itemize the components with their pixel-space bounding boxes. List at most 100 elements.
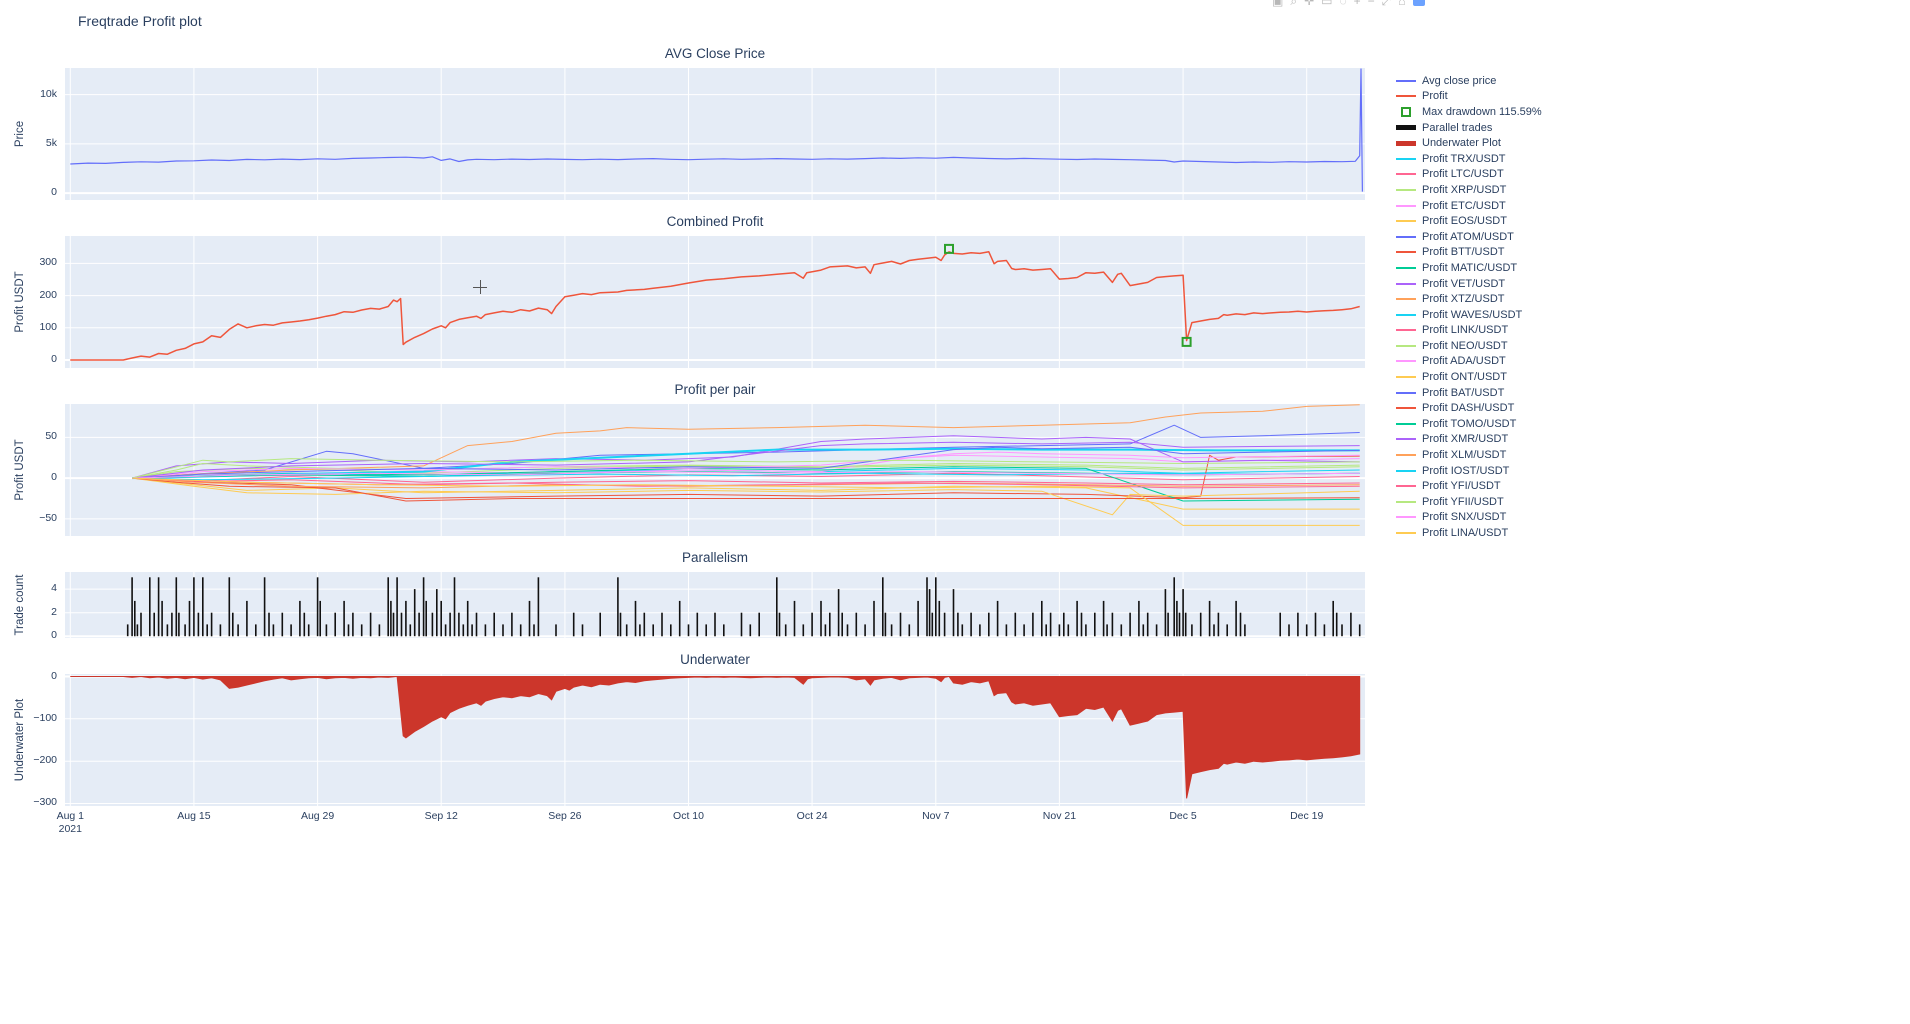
- trade-count-bar[interactable]: [263, 577, 266, 637]
- legend-item-profit-waves-usdt[interactable]: Profit WAVES/USDT: [1396, 307, 1542, 323]
- trade-count-bar[interactable]: [387, 577, 389, 637]
- trade-count-bar[interactable]: [511, 612, 513, 637]
- trade-count-bar[interactable]: [1146, 612, 1149, 637]
- trade-count-bar[interactable]: [493, 612, 495, 637]
- trade-count-bar[interactable]: [528, 600, 531, 637]
- trade-count-bar[interactable]: [202, 577, 204, 637]
- trade-count-bar[interactable]: [1005, 624, 1008, 637]
- plot-area-avg-close-price[interactable]: [65, 68, 1365, 200]
- trade-count-bar[interactable]: [1120, 624, 1123, 637]
- trade-count-bar[interactable]: [210, 612, 213, 637]
- legend-item-profit-link-usdt[interactable]: Profit LINK/USDT: [1396, 323, 1542, 339]
- legend-item-profit-iost-usdt[interactable]: Profit IOST/USDT: [1396, 463, 1542, 479]
- trade-count-bar[interactable]: [1102, 600, 1105, 637]
- trade-count-bar[interactable]: [255, 624, 257, 637]
- trade-count-bar[interactable]: [996, 600, 999, 637]
- trade-count-bar[interactable]: [418, 612, 420, 637]
- trade-count-bar[interactable]: [1167, 612, 1169, 637]
- trade-count-bar[interactable]: [134, 600, 136, 637]
- trade-count-bar[interactable]: [307, 624, 310, 637]
- trade-count-bar[interactable]: [1350, 612, 1352, 637]
- trade-count-bar[interactable]: [378, 624, 381, 637]
- legend-item-parallel-trades[interactable]: Parallel trades: [1396, 120, 1542, 136]
- trade-count-bar[interactable]: [1155, 624, 1158, 637]
- trade-count-bar[interactable]: [334, 612, 336, 637]
- trade-count-bar[interactable]: [462, 624, 465, 637]
- legend-item-profit-yfii-usdt[interactable]: Profit YFII/USDT: [1396, 494, 1542, 510]
- series-profit-xmr-usdt[interactable]: [132, 441, 1360, 479]
- trade-count-bar[interactable]: [778, 612, 781, 637]
- trade-count-bar[interactable]: [873, 600, 875, 637]
- legend-item-profit-btt-usdt[interactable]: Profit BTT/USDT: [1396, 245, 1542, 261]
- trade-count-bar[interactable]: [617, 577, 619, 637]
- trade-count-bar[interactable]: [537, 577, 540, 637]
- trade-count-bar[interactable]: [1178, 612, 1181, 637]
- trade-count-bar[interactable]: [1138, 600, 1140, 637]
- trade-count-bar[interactable]: [360, 624, 363, 637]
- trade-count-bar[interactable]: [1080, 612, 1083, 637]
- legend-item-profit-trx-usdt[interactable]: Profit TRX/USDT: [1396, 151, 1542, 167]
- trade-count-bar[interactable]: [970, 612, 972, 637]
- trade-count-bar[interactable]: [1226, 624, 1228, 637]
- trade-count-bar[interactable]: [237, 624, 239, 637]
- trade-count-bar[interactable]: [652, 624, 654, 637]
- trade-count-bar[interactable]: [1244, 624, 1246, 637]
- trade-count-bar[interactable]: [1191, 624, 1193, 637]
- trade-count-bar[interactable]: [1279, 612, 1281, 637]
- trade-count-bar[interactable]: [436, 589, 438, 637]
- trade-count-bar[interactable]: [444, 624, 447, 637]
- trade-count-bar[interactable]: [811, 612, 813, 637]
- series-profit-lina-usdt[interactable]: [132, 477, 1360, 526]
- legend-item-profit-eos-usdt[interactable]: Profit EOS/USDT: [1396, 213, 1542, 229]
- trade-count-bar[interactable]: [502, 624, 504, 637]
- trade-count-bar[interactable]: [1106, 624, 1108, 637]
- trade-count-bar[interactable]: [661, 612, 663, 637]
- trade-count-bar[interactable]: [126, 624, 129, 637]
- plot-area-combined-profit[interactable]: [65, 236, 1365, 368]
- trade-count-bar[interactable]: [272, 624, 275, 637]
- trade-count-bar[interactable]: [1184, 612, 1187, 637]
- legend-item-profit-matic-usdt[interactable]: Profit MATIC/USDT: [1396, 260, 1542, 276]
- series-profit-xlm-usdt[interactable]: [132, 477, 1360, 489]
- trade-count-bar[interactable]: [390, 600, 392, 637]
- box-select-icon[interactable]: ▭: [1321, 0, 1333, 8]
- legend-item-profit-ada-usdt[interactable]: Profit ADA/USDT: [1396, 354, 1542, 370]
- trade-count-bar[interactable]: [458, 612, 460, 637]
- trade-count-bar[interactable]: [184, 624, 186, 637]
- trade-count-bar[interactable]: [319, 600, 321, 637]
- trade-count-bar[interactable]: [299, 600, 301, 637]
- trade-count-bar[interactable]: [131, 577, 133, 637]
- series-avg-close-price[interactable]: [70, 68, 1363, 192]
- trade-count-bar[interactable]: [422, 577, 425, 637]
- legend-item-profit-xmr-usdt[interactable]: Profit XMR/USDT: [1396, 432, 1542, 448]
- series-profit-dash-usdt[interactable]: [132, 477, 1360, 502]
- legend-item-profit-ont-usdt[interactable]: Profit ONT/USDT: [1396, 369, 1542, 385]
- trade-count-bar[interactable]: [161, 600, 163, 637]
- trade-count-bar[interactable]: [1217, 612, 1220, 637]
- trade-count-bar[interactable]: [1208, 600, 1211, 637]
- trade-count-bar[interactable]: [1182, 589, 1184, 637]
- series-profit-snx-usdt[interactable]: [132, 471, 1360, 479]
- series-profit[interactable]: [70, 251, 1360, 361]
- trade-count-bar[interactable]: [352, 612, 354, 637]
- trade-count-bar[interactable]: [1176, 600, 1178, 637]
- trade-count-bar[interactable]: [1023, 624, 1025, 637]
- series-profit-bat-usdt[interactable]: [132, 446, 1360, 479]
- trade-count-bar[interactable]: [555, 624, 557, 637]
- trade-count-bar[interactable]: [581, 624, 584, 637]
- trade-count-bar[interactable]: [1314, 612, 1317, 637]
- zoom-out-icon[interactable]: −: [1367, 0, 1375, 8]
- trade-count-bar[interactable]: [740, 612, 743, 637]
- max-drawdown-marker[interactable]: [1181, 336, 1192, 347]
- trade-count-bar[interactable]: [639, 624, 641, 637]
- trade-count-bar[interactable]: [1297, 612, 1299, 637]
- trade-count-bar[interactable]: [599, 612, 601, 637]
- trade-count-bar[interactable]: [413, 589, 416, 637]
- trade-count-bar[interactable]: [979, 624, 981, 637]
- trade-count-bar[interactable]: [268, 612, 270, 637]
- trade-count-bar[interactable]: [519, 624, 522, 637]
- legend-item-profit-neo-usdt[interactable]: Profit NEO/USDT: [1396, 338, 1542, 354]
- legend-item-profit-yfi-usdt[interactable]: Profit YFI/USDT: [1396, 478, 1542, 494]
- trade-count-bar[interactable]: [484, 624, 487, 637]
